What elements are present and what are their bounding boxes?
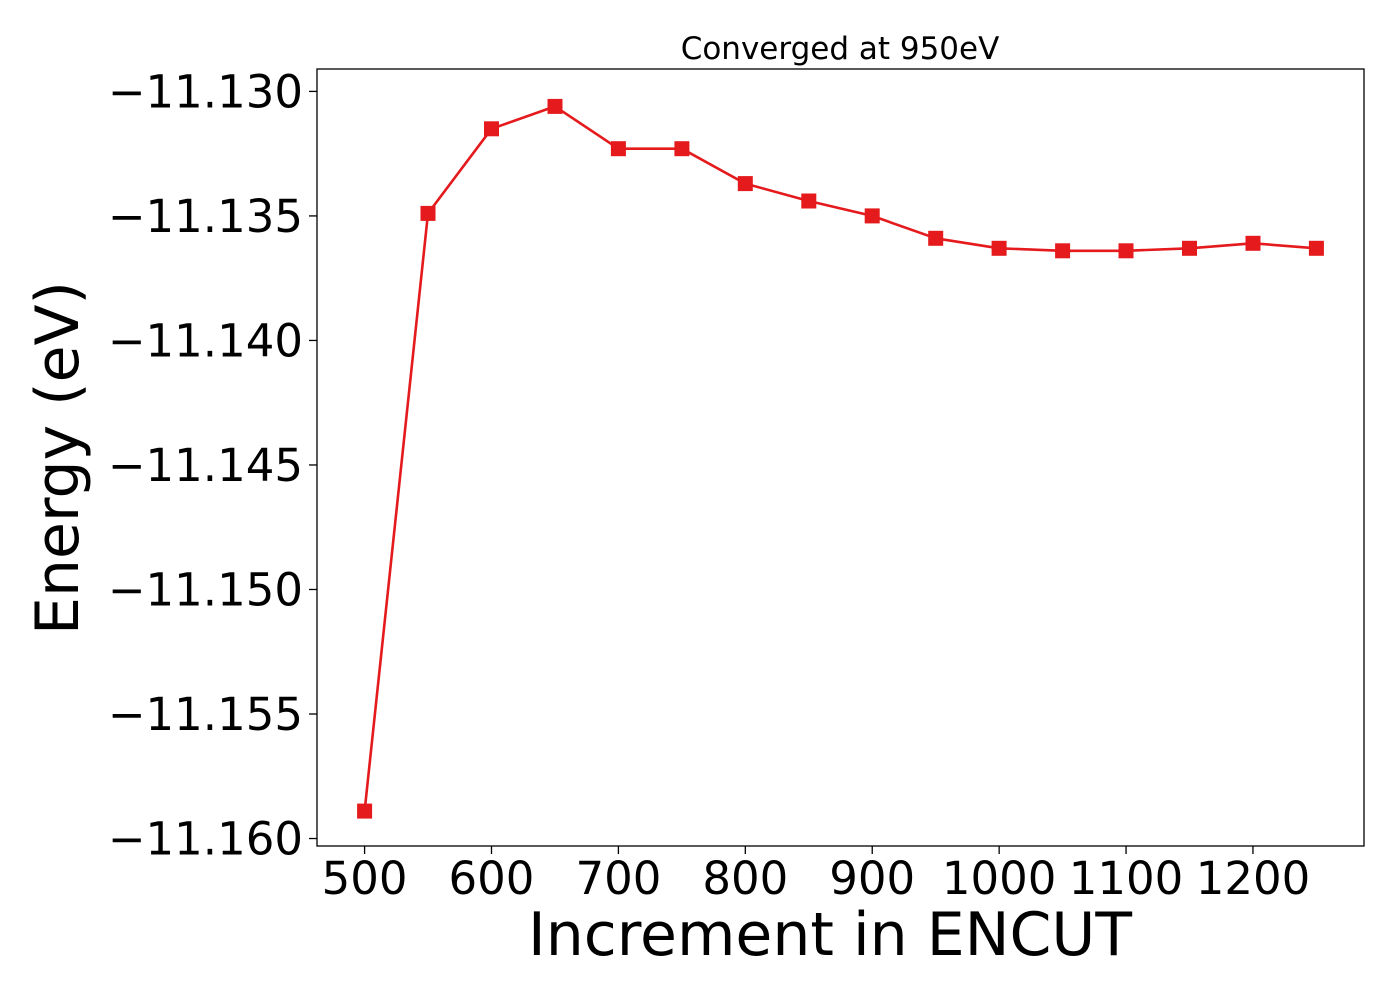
data-point-marker: [1308, 240, 1324, 256]
x-tick-label: 700: [575, 852, 661, 905]
y-tick-label: −11.145: [108, 439, 303, 492]
data-point-marker: [610, 141, 626, 157]
data-point-marker: [1118, 243, 1134, 259]
data-point-marker: [928, 230, 944, 246]
x-tick-label: 500: [322, 852, 408, 905]
data-point-marker: [674, 141, 690, 157]
x-tick-label: 800: [702, 852, 788, 905]
data-point-marker: [547, 98, 563, 114]
y-tick-label: −11.150: [108, 563, 303, 616]
y-axis-label: Energy (eV): [23, 281, 93, 635]
data-point-marker: [864, 208, 880, 224]
x-tick-label: 1200: [1196, 852, 1311, 905]
data-point-marker: [357, 803, 373, 819]
data-point-marker: [1182, 240, 1197, 256]
x-tick-label: 1100: [1069, 852, 1184, 905]
y-tick-label: −11.140: [108, 314, 303, 367]
y-tick-label: −11.155: [108, 688, 303, 741]
plot-frame: [316, 68, 1365, 847]
series-line: [363, 105, 1317, 812]
plot-area: 500 600 700 800 900 1000 1100 1200 −11.130 −11.13…: [108, 65, 1365, 905]
data-point-marker: [737, 176, 753, 192]
x-axis-label: Increment in ENCUT: [528, 900, 1132, 970]
y-tick-label: −11.130: [108, 65, 303, 118]
x-tick-label: 600: [449, 852, 535, 905]
y-tick-label: −11.160: [108, 813, 303, 866]
data-point-marker: [1245, 235, 1261, 251]
data-point-marker: [484, 121, 499, 137]
data-point-marker: [420, 205, 436, 221]
data-point-marker: [1055, 243, 1071, 259]
x-tick-label: 900: [829, 852, 915, 905]
x-tick-label: 1000: [942, 852, 1057, 905]
data-point-marker: [801, 193, 817, 209]
data-point-marker: [991, 240, 1007, 256]
chart-title: Converged at 950eV: [681, 31, 1000, 67]
y-tick-label: −11.135: [108, 190, 303, 243]
